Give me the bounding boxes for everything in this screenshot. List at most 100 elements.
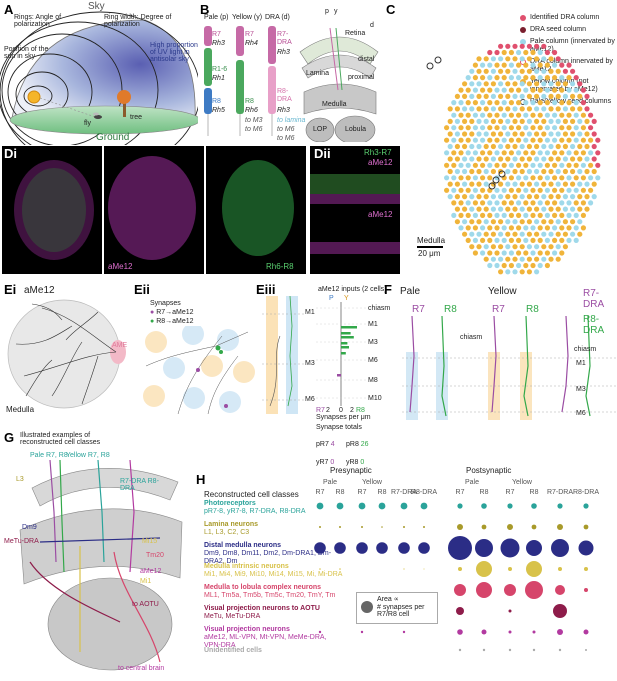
- legend-swatch-icon: [520, 27, 526, 33]
- cell-class-entry: Lamina neurons L1, L3, C2, C3: [204, 521, 344, 537]
- column-dot: [505, 131, 511, 137]
- column-dot: [555, 106, 561, 112]
- column-dot: [454, 181, 460, 187]
- cell-class-members: aMe12, ML-VPN, Mt-VPN, MeMe-DRA, VPN-DRA: [204, 634, 327, 649]
- column-dot: [512, 106, 518, 112]
- total-label: yR8: [346, 459, 359, 466]
- column-dot: [544, 150, 550, 156]
- legend-swatch-icon: [520, 39, 526, 45]
- column-dot: [487, 225, 493, 231]
- column-dot: [512, 143, 518, 150]
- column-dot: [570, 219, 576, 225]
- column-dot: [480, 250, 486, 256]
- column-dot: [483, 231, 489, 237]
- column-dot: [476, 244, 482, 250]
- column-dot: [566, 75, 572, 81]
- column-dot: [530, 75, 536, 81]
- column-header: R8: [480, 489, 489, 496]
- column-dot: [508, 175, 514, 181]
- column-dot: [566, 125, 572, 131]
- column-dot: [465, 237, 471, 243]
- column-dot: [519, 269, 525, 275]
- column-dot: [552, 87, 558, 93]
- cell-class-members: pR7-8, yR7-8, R7-DRA, R8-DRA: [204, 508, 306, 515]
- column-dot: [487, 137, 493, 143]
- column-dot: [494, 112, 500, 118]
- column-dot: [451, 200, 457, 206]
- column-dot: [519, 131, 525, 137]
- column-dot: [544, 175, 550, 181]
- postsynaptic-bubble: [481, 524, 487, 530]
- column-dot: [490, 219, 496, 225]
- column-dot: [537, 175, 543, 181]
- column-dot: [566, 150, 572, 156]
- column-dot: [494, 125, 500, 131]
- column-dot: [451, 187, 457, 193]
- column-dot: [447, 168, 453, 175]
- column-header: R8-DRA: [573, 489, 599, 496]
- column-dot: [444, 187, 450, 193]
- column-dot: [523, 225, 529, 231]
- column-dot: [476, 118, 482, 124]
- column-dot: [472, 212, 478, 218]
- column-dot: [469, 81, 475, 87]
- column-dot: [580, 175, 586, 181]
- tree-icon: [117, 90, 131, 117]
- yellow-ommatidium: [236, 26, 244, 136]
- sun-caption: Position of the sun in sky: [4, 46, 49, 60]
- column-dot: [447, 181, 453, 187]
- column-dot: [512, 168, 518, 175]
- column-dot: [454, 118, 460, 124]
- column-dot: [534, 219, 540, 225]
- column-dot: [494, 62, 500, 68]
- total-value: 4: [328, 441, 335, 448]
- column-dot: [501, 187, 507, 193]
- dra-r7-label: R7-DRA: [277, 31, 292, 46]
- column-dot: [584, 106, 590, 112]
- column-dot: [494, 49, 500, 56]
- column-dot: [490, 231, 496, 237]
- column-dot: [548, 131, 554, 137]
- column-dot: [458, 225, 464, 231]
- seed-column-ring: [434, 56, 442, 64]
- postsynaptic-bubble: [583, 629, 589, 635]
- column-dot: [494, 150, 500, 156]
- column-dot: [541, 206, 547, 212]
- column-dot: [480, 100, 486, 106]
- column-dot: [494, 187, 500, 193]
- column-dot: [544, 262, 550, 269]
- column-dot: [472, 200, 478, 206]
- column-dot: [469, 194, 475, 200]
- dra-rh3-label-b: Rh3: [277, 107, 290, 114]
- column-dot: [530, 49, 536, 56]
- column-dot: [480, 137, 486, 143]
- column-dot: [458, 87, 464, 93]
- presynaptic-bubble: [356, 542, 368, 554]
- column-dot: [483, 194, 489, 200]
- column-dot: [519, 93, 525, 99]
- cell-class-entry: Visual projection neurons to AOTU MeTu, M…: [204, 605, 344, 621]
- cell-class-members: Dm9, Dm8, Dm11, Dm2, Dm-DRA1, Dm-DRA2, D…: [204, 550, 332, 565]
- column-dot: [577, 181, 583, 187]
- cell-class-entry: Medulla to lobula complex neurons ML1, Tm…: [204, 584, 344, 600]
- column-dot: [487, 250, 493, 256]
- column-dot: [458, 175, 464, 181]
- sun-icon: [27, 90, 41, 104]
- h-area-legend: Area ∝ # synapses per R7/R8 cell: [356, 592, 438, 624]
- column-dot: [498, 181, 504, 187]
- col-pale-header: Pale (p): [204, 14, 229, 21]
- column-dot: [570, 206, 576, 212]
- column-dot: [541, 118, 547, 124]
- cell-class-members: Mi1, Mi4, Mi9, Mi10, Mi14, Mi15, Mi, Mi-…: [204, 571, 343, 578]
- eiii-left-m3: M3: [305, 360, 315, 367]
- column-dot: [559, 175, 565, 181]
- column-dot: [555, 231, 561, 237]
- column-dot: [472, 150, 478, 156]
- column-dot: [516, 125, 522, 131]
- column-dot: [552, 250, 558, 256]
- column-dot: [512, 256, 518, 262]
- column-dot: [519, 219, 525, 225]
- column-dot: [544, 250, 550, 256]
- column-dot: [516, 87, 522, 93]
- postsynaptic-bubble: [482, 648, 486, 652]
